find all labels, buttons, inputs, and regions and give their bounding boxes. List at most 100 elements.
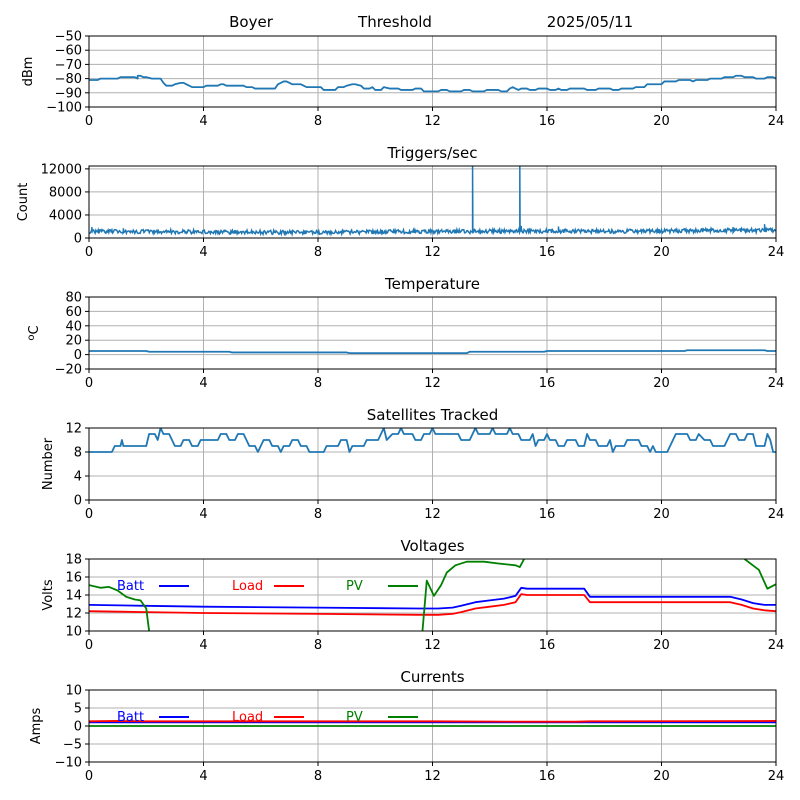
y-tick-label: 5 xyxy=(74,702,82,717)
y-axis-label: dBm xyxy=(21,57,36,87)
x-tick-label: 24 xyxy=(768,376,785,391)
x-tick-label: 0 xyxy=(85,114,93,129)
x-tick-label: 16 xyxy=(539,769,556,784)
x-tick-label: 20 xyxy=(653,638,670,653)
x-tick-label: 0 xyxy=(85,507,93,522)
x-tick-label: 8 xyxy=(314,245,322,260)
y-tick-label: −60 xyxy=(55,44,82,59)
degree-o: o xyxy=(26,334,37,340)
y-axis-label: Number xyxy=(41,437,56,490)
panel-currents: 0 4 8 12 16 20 24 −10 −5 0 5 10 Currents Amps Batt Load… xyxy=(29,668,784,784)
y-tick-label: 0 xyxy=(74,494,82,509)
series-line xyxy=(89,428,776,453)
y-tick-label: 0 xyxy=(74,232,82,247)
y-tick-label: 10 xyxy=(65,625,82,640)
panel-title: Triggers/sec xyxy=(387,144,478,162)
y-tick-label: −20 xyxy=(55,363,82,378)
y-tick-label: 12 xyxy=(65,422,82,437)
series-line-pv xyxy=(743,559,776,590)
y-tick-label: −50 xyxy=(55,30,82,45)
y-tick-label: 12000 xyxy=(41,162,82,177)
legend-label-batt: Batt xyxy=(117,579,144,594)
x-tick-label: 24 xyxy=(768,245,785,260)
panel-triggers: 0 4 8 12 16 20 24 0 4000 8000 12000 Triggers/sec Cou… xyxy=(16,144,784,260)
y-tick-label: 18 xyxy=(65,553,82,568)
y-tick-label: −90 xyxy=(55,86,82,101)
y-tick-label: 12 xyxy=(65,607,82,622)
y-tick-label: 14 xyxy=(65,589,82,604)
x-tick-label: 4 xyxy=(199,638,207,653)
panel-title: Satellites Tracked xyxy=(367,406,498,424)
x-tick-label: 24 xyxy=(768,769,785,784)
legend-label-pv: PV xyxy=(346,710,363,725)
x-tick-label: 20 xyxy=(653,769,670,784)
x-tick-label: 12 xyxy=(424,245,441,260)
x-tick-label: 24 xyxy=(768,638,785,653)
y-tick-label: 16 xyxy=(65,571,82,586)
y-tick-label: 60 xyxy=(65,305,82,320)
celsius-c: C xyxy=(27,325,42,334)
x-tick-label: 16 xyxy=(539,114,556,129)
x-tick-label: 16 xyxy=(539,507,556,522)
y-tick-label: −10 xyxy=(55,756,82,771)
panel-signal: 0 4 8 12 16 20 24 −100−90−80−70−60−50 dBm xyxy=(21,30,784,130)
series-group xyxy=(89,349,776,355)
panel-title: Voltages xyxy=(400,537,464,555)
y-tick-label: 8 xyxy=(74,446,82,461)
x-tick-label: 8 xyxy=(314,376,322,391)
x-tick-label: 0 xyxy=(85,769,93,784)
header-station: Boyer xyxy=(229,13,274,31)
x-tick-label: 12 xyxy=(424,114,441,129)
legend-label-pv: PV xyxy=(346,579,363,594)
x-tick-label: 8 xyxy=(314,638,322,653)
x-tick-label: 20 xyxy=(653,507,670,522)
x-tick-label: 24 xyxy=(768,114,785,129)
y-tick-label: 4 xyxy=(74,470,82,485)
x-tick-label: 16 xyxy=(539,376,556,391)
panel-voltages: 0 4 8 12 16 20 24 10 12 14 16 18 Voltages Volts Batt Lo… xyxy=(41,537,784,653)
series-line xyxy=(89,74,776,93)
legend-label-batt: Batt xyxy=(117,710,144,725)
x-tick-label: 0 xyxy=(85,638,93,653)
x-tick-label: 12 xyxy=(424,376,441,391)
y-tick-label: 40 xyxy=(65,319,82,334)
series-line-pv xyxy=(421,559,525,631)
series-group xyxy=(89,428,776,453)
series-line xyxy=(89,166,776,237)
y-tick-label: 4000 xyxy=(49,208,82,223)
y-tick-label: 8000 xyxy=(49,185,82,200)
x-tick-label: 16 xyxy=(539,638,556,653)
x-tick-label: 0 xyxy=(85,376,93,391)
x-tick-label: 12 xyxy=(424,638,441,653)
y-tick-label: −70 xyxy=(55,58,82,73)
x-tick-label: 4 xyxy=(199,769,207,784)
legend-label-load: Load xyxy=(232,579,263,594)
y-axis-label: Amps xyxy=(29,707,44,744)
y-tick-label: 0 xyxy=(74,348,82,363)
x-tick-label: 8 xyxy=(314,769,322,784)
x-tick-label: 4 xyxy=(199,114,207,129)
header-date: 2025/05/11 xyxy=(547,13,633,31)
x-tick-label: 4 xyxy=(199,245,207,260)
series-line-load xyxy=(89,593,776,616)
x-tick-label: 20 xyxy=(653,245,670,260)
series-line-pv xyxy=(89,584,151,631)
x-tick-label: 0 xyxy=(85,245,93,260)
series-group xyxy=(89,559,776,631)
y-axis-label: Volts xyxy=(41,579,56,611)
series-line-load xyxy=(89,720,776,723)
y-tick-label: −100 xyxy=(46,101,82,116)
x-tick-label: 8 xyxy=(314,507,322,522)
header-mode: Threshold xyxy=(357,13,432,31)
y-tick-label: 0 xyxy=(74,720,82,735)
y-tick-label: 10 xyxy=(65,684,82,699)
x-tick-label: 12 xyxy=(424,507,441,522)
panel-title: Temperature xyxy=(384,275,480,293)
series-group xyxy=(89,74,776,93)
y-axis-label: Count xyxy=(16,183,31,222)
series-group xyxy=(89,720,776,727)
